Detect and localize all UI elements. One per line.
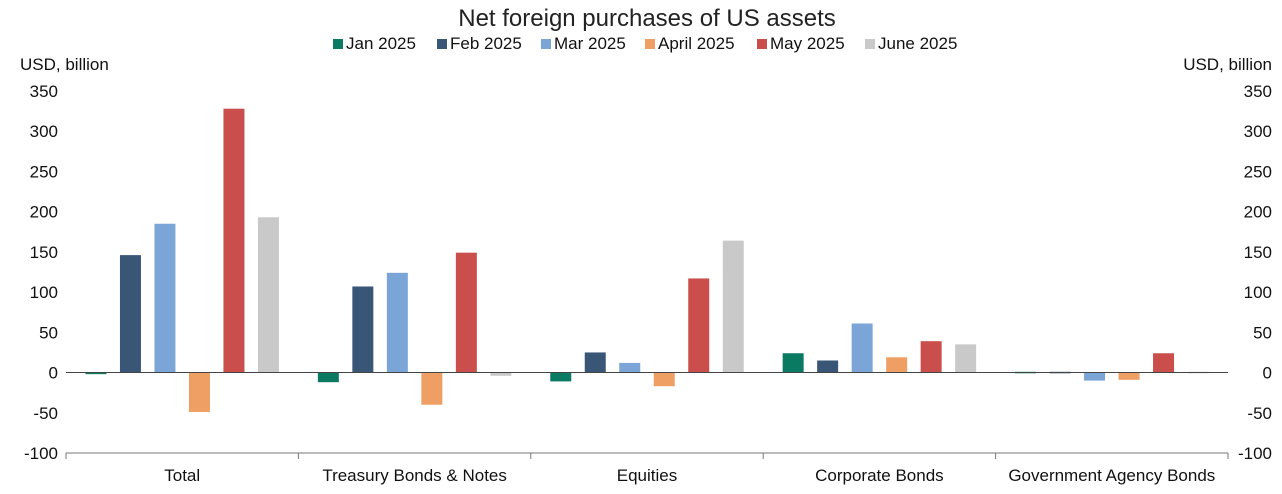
bar: [85, 372, 107, 375]
legend-swatch: [645, 39, 655, 49]
legend: Jan 2025 Feb 2025 Mar 2025 April 2025 May 20…: [333, 34, 957, 53]
bar: [817, 360, 839, 373]
legend-label: May 2025: [770, 34, 845, 53]
legend-swatch: [865, 39, 875, 49]
y-tick-label-left: -100: [24, 444, 58, 463]
category-label: Equities: [617, 466, 677, 485]
y-tick-label-left: 300: [30, 122, 58, 141]
y-tick-label-left: 50: [39, 323, 58, 342]
bar: [550, 372, 572, 382]
bar: [188, 372, 210, 412]
legend-item: Jan 2025: [333, 34, 416, 53]
y-tick-label-right: 100: [1244, 283, 1272, 302]
bar: [782, 353, 804, 373]
y-axis-label-right: USD, billion: [1183, 55, 1272, 74]
bar: [386, 272, 408, 373]
category-label: Total: [164, 466, 200, 485]
y-tick-label-left: 150: [30, 243, 58, 262]
bar: [119, 255, 141, 373]
y-tick-label-left: 0: [49, 364, 58, 383]
bar: [619, 362, 641, 373]
bars: [85, 108, 1209, 412]
y-tick-label-right: 0: [1263, 364, 1272, 383]
y-tick-label-right: 150: [1244, 243, 1272, 262]
y-tick-label-left: 200: [30, 203, 58, 222]
legend-label: Mar 2025: [554, 34, 626, 53]
y-axis-left: -100 -50 0 50 100 150 200 250 300 350: [24, 82, 58, 463]
bar: [688, 278, 710, 373]
bar: [154, 223, 176, 373]
legend-label: Jan 2025: [346, 34, 416, 53]
legend-item: June 2025: [865, 34, 957, 53]
legend-swatch: [757, 39, 767, 49]
legend-swatch: [541, 39, 551, 49]
bar: [1118, 372, 1140, 380]
category-label: Government Agency Bonds: [1008, 466, 1215, 485]
x-axis: [65, 372, 1229, 459]
bar: [352, 286, 374, 373]
y-tick-label-left: 100: [30, 283, 58, 302]
bar: [1084, 372, 1106, 381]
legend-label: June 2025: [878, 34, 957, 53]
bar: [722, 240, 744, 373]
y-tick-label-right: 350: [1244, 82, 1272, 101]
legend-swatch: [437, 39, 447, 49]
bar: [920, 341, 942, 373]
legend-label: April 2025: [658, 34, 735, 53]
legend-item: April 2025: [645, 34, 735, 53]
bar: [317, 372, 339, 383]
y-tick-label-right: 200: [1244, 203, 1272, 222]
bar: [1153, 353, 1175, 373]
bar: [257, 217, 279, 373]
bar: [851, 323, 873, 373]
category-labels: Total Treasury Bonds & Notes Equities Corpo…: [164, 466, 1215, 485]
y-tick-label-right: -50: [1247, 404, 1272, 423]
legend-item: May 2025: [757, 34, 845, 53]
y-axis-right: -100 -50 0 50 100 150 200 250 300 350: [1238, 82, 1272, 463]
y-tick-label-right: 300: [1244, 122, 1272, 141]
y-tick-label-right: -100: [1238, 444, 1272, 463]
bar: [490, 372, 512, 376]
y-axis-label-left: USD, billion: [20, 55, 109, 74]
y-tick-label-left: -50: [33, 404, 58, 423]
bar: [584, 352, 606, 373]
legend-item: Mar 2025: [541, 34, 626, 53]
y-tick-label-left: 350: [30, 82, 58, 101]
bar: [455, 252, 477, 373]
y-tick-label-right: 50: [1253, 323, 1272, 342]
chart-title: Net foreign purchases of US assets: [458, 5, 836, 32]
category-label: Corporate Bonds: [815, 466, 944, 485]
category-label: Treasury Bonds & Notes: [322, 466, 507, 485]
legend-swatch: [333, 39, 343, 49]
bar: [955, 344, 977, 373]
bar: [223, 108, 245, 373]
legend-item: Feb 2025: [437, 34, 522, 53]
y-tick-label-right: 250: [1244, 162, 1272, 181]
bar: [653, 372, 675, 387]
bar: [886, 357, 908, 373]
legend-label: Feb 2025: [450, 34, 522, 53]
bar: [421, 372, 443, 405]
y-tick-label-left: 250: [30, 162, 58, 181]
